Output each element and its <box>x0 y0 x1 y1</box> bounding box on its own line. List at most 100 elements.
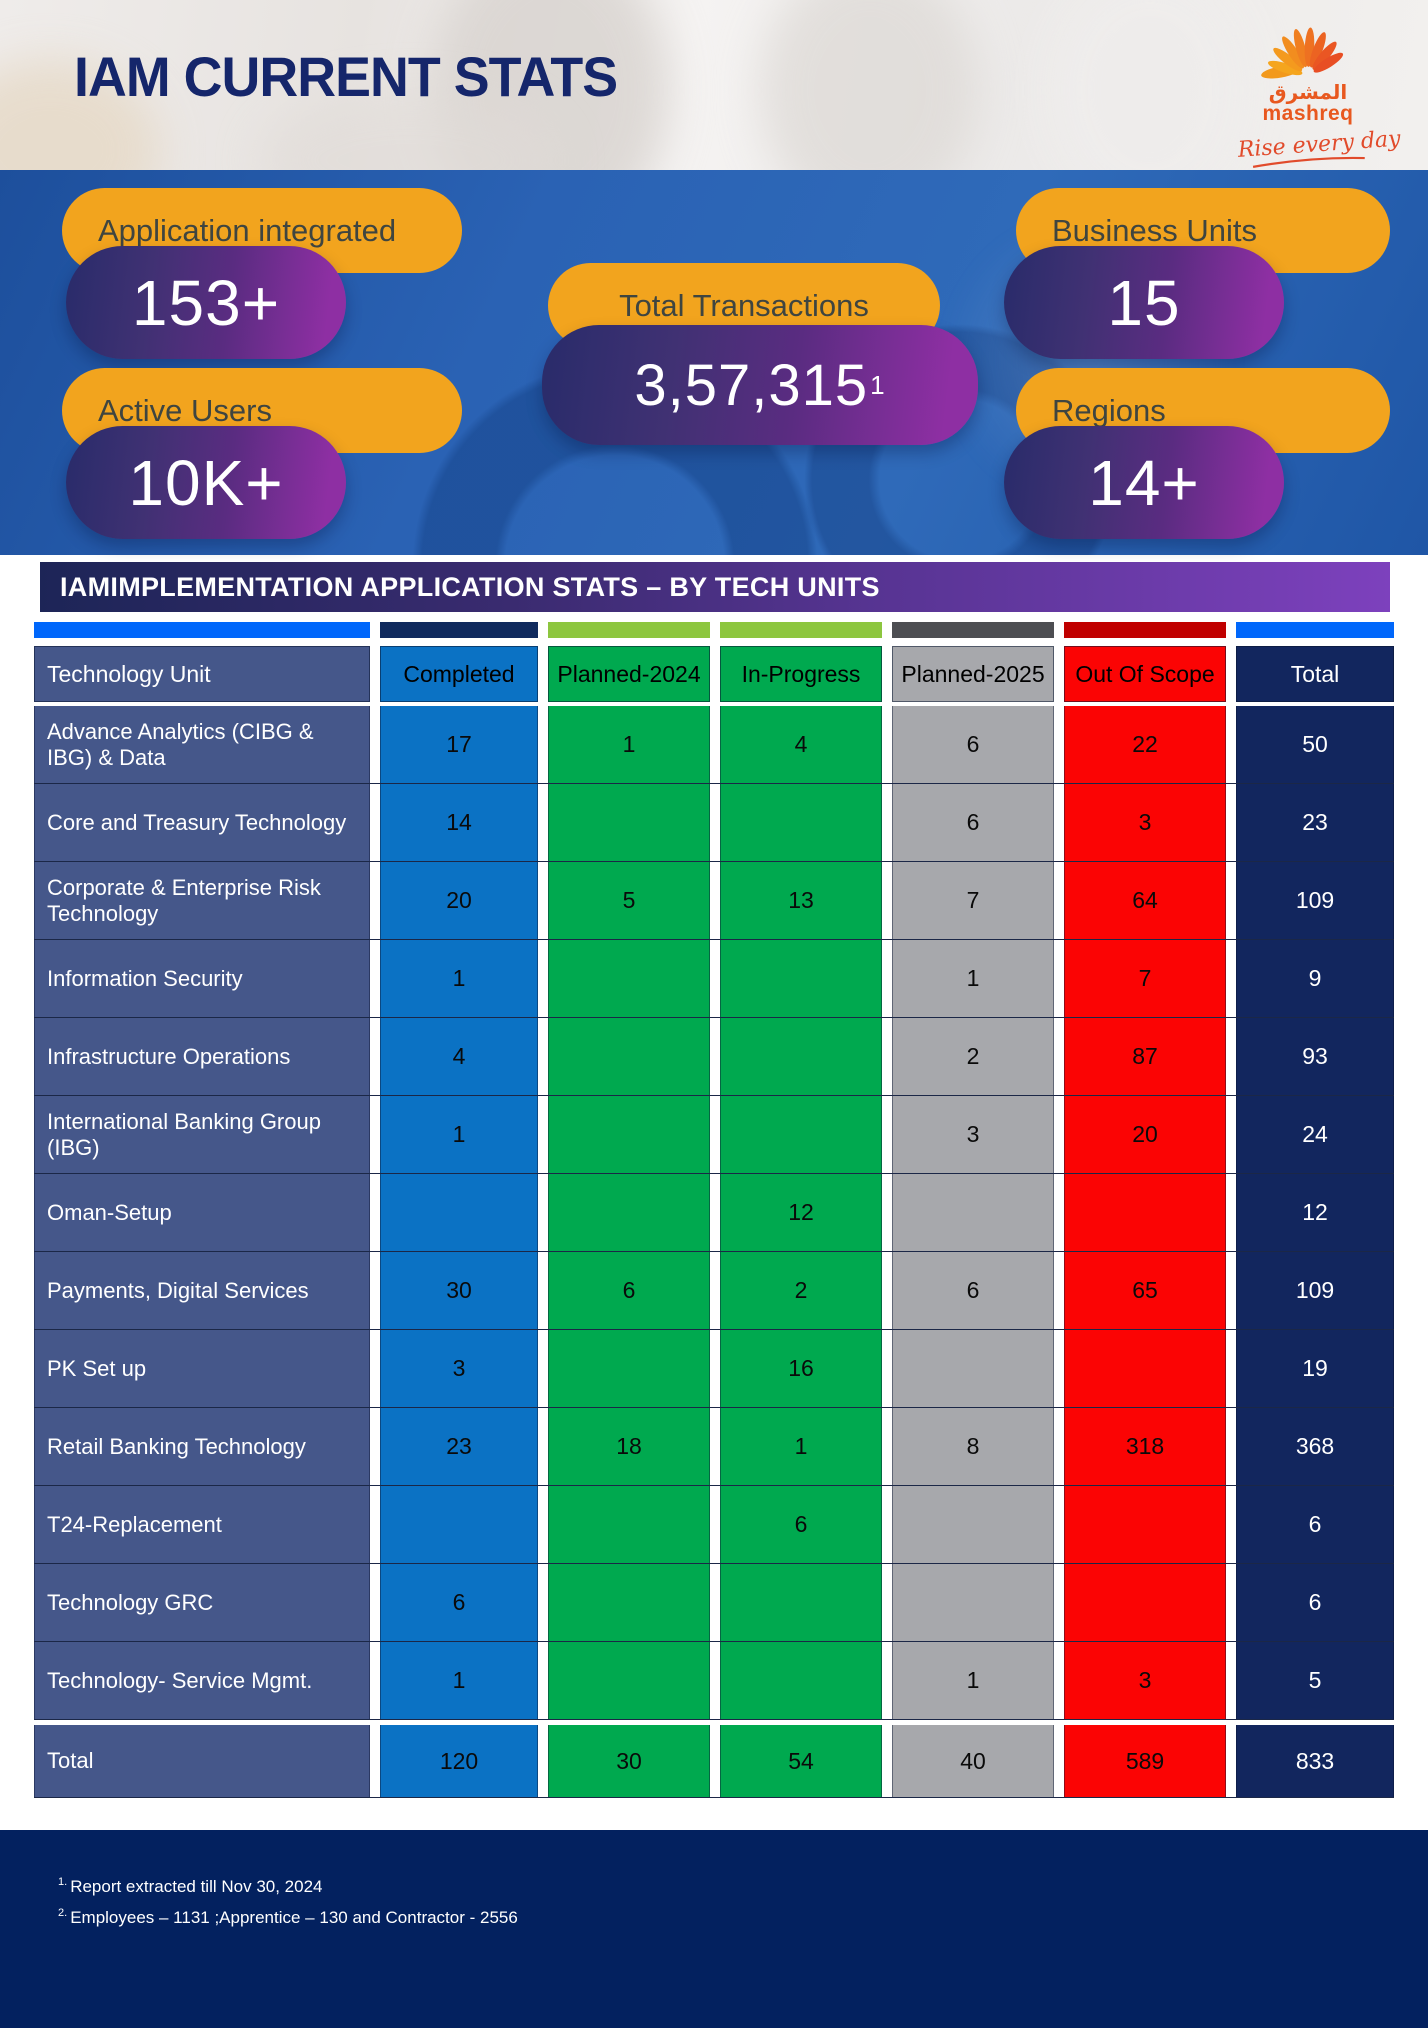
mashreq-sun-icon <box>1261 27 1344 79</box>
row-label: Technology- Service Mgmt. <box>34 1642 370 1719</box>
row-cell: 6 <box>1236 1564 1394 1641</box>
row-cell: 109 <box>1236 862 1394 939</box>
row-cell: 2 <box>720 1252 882 1329</box>
row-cell: 12 <box>1236 1174 1394 1251</box>
row-cell: 22 <box>1064 706 1226 783</box>
mashreq-arabic-wordmark: المشرق <box>1268 80 1348 104</box>
row-cell: 19 <box>1236 1330 1394 1407</box>
mashreq-logo: المشرق mashreq Rise every day <box>1237 24 1401 169</box>
row-cell: 65 <box>1064 1252 1226 1329</box>
row-cell: 3 <box>892 1096 1054 1173</box>
table-row: Payments, Digital Services 30 6 2 6 65 109 <box>34 1252 1394 1330</box>
row-cell <box>548 1564 710 1641</box>
total-completed: 120 <box>380 1725 538 1797</box>
row-cell <box>1064 1330 1226 1407</box>
table-row: Technology GRC 6 6 <box>34 1564 1394 1642</box>
row-cell <box>548 784 710 861</box>
row-cell: 1 <box>548 706 710 783</box>
row-cell: 20 <box>380 862 538 939</box>
column-header-technology-unit: Technology Unit <box>34 646 370 702</box>
row-cell: 1 <box>892 940 1054 1017</box>
footnote-line: 1. Report extracted till Nov 30, 2024 <box>58 1876 323 1896</box>
business-units-value: 15 <box>1004 246 1284 359</box>
row-cell: 3 <box>1064 1642 1226 1719</box>
table-row: PK Set up 3 16 19 <box>34 1330 1394 1408</box>
row-cell <box>1064 1564 1226 1641</box>
strip-technology-unit <box>34 622 370 638</box>
row-cell: 20 <box>1064 1096 1226 1173</box>
row-cell: 3 <box>380 1330 538 1407</box>
total-planned-2024: 30 <box>548 1725 710 1797</box>
total-in-progress: 54 <box>720 1725 882 1797</box>
row-cell <box>892 1174 1054 1251</box>
row-cell: 1 <box>380 1096 538 1173</box>
row-cell <box>548 1642 710 1719</box>
mashreq-wordmark: mashreq <box>1262 102 1354 125</box>
row-cell <box>892 1486 1054 1563</box>
column-color-strips <box>34 622 1394 638</box>
total-row-label: Total <box>34 1725 370 1797</box>
row-cell <box>548 1330 710 1407</box>
table-row: Retail Banking Technology 23 18 1 8 318 368 <box>34 1408 1394 1486</box>
row-cell <box>380 1486 538 1563</box>
table-row: Infrastructure Operations 4 2 87 93 <box>34 1018 1394 1096</box>
tagline-swoosh <box>1252 156 1365 169</box>
footnote-line: 2. Employees – 1131 ;Apprentice – 130 and… <box>58 1906 518 1927</box>
row-label: International Banking Group (IBG) <box>34 1096 370 1173</box>
page-title: IAM CURRENT STATS <box>74 45 618 108</box>
footnotes: 1. Report extracted till Nov 30, 2024 2. E… <box>58 1872 518 1933</box>
photo-blur-blob <box>760 0 980 170</box>
row-label: Corporate & Enterprise Risk Technology <box>34 862 370 939</box>
column-header-in-progress: In-Progress <box>720 646 882 702</box>
row-cell: 5 <box>1236 1642 1394 1719</box>
row-cell: 6 <box>892 784 1054 861</box>
row-cell: 6 <box>892 1252 1054 1329</box>
row-cell <box>720 1642 882 1719</box>
row-cell: 1 <box>892 1642 1054 1719</box>
row-cell <box>548 1096 710 1173</box>
strip-in-progress <box>720 622 882 638</box>
row-cell: 368 <box>1236 1408 1394 1485</box>
header-photo-background <box>0 0 1428 170</box>
row-cell <box>892 1330 1054 1407</box>
row-cell: 4 <box>720 706 882 783</box>
table-row: Technology- Service Mgmt. 1 1 3 5 <box>34 1642 1394 1720</box>
row-cell: 6 <box>720 1486 882 1563</box>
table-title-bar: IAMIMPLEMENTATION APPLICATION STATS – BY… <box>40 562 1390 612</box>
row-cell: 5 <box>548 862 710 939</box>
active-users-value: 10K+ <box>66 426 346 539</box>
row-cell: 7 <box>1064 940 1226 1017</box>
row-cell: 109 <box>1236 1252 1394 1329</box>
row-cell: 9 <box>1236 940 1394 1017</box>
row-cell: 87 <box>1064 1018 1226 1095</box>
row-cell: 1 <box>380 940 538 1017</box>
table-row: Advance Analytics (CIBG & IBG) & Data 17 1… <box>34 706 1394 784</box>
column-header-out-of-scope: Out Of Scope <box>1064 646 1226 702</box>
row-cell <box>720 940 882 1017</box>
row-cell: 6 <box>548 1252 710 1329</box>
row-cell <box>548 1018 710 1095</box>
table-row: Oman-Setup 12 12 <box>34 1174 1394 1252</box>
table-header-row: Technology Unit Completed Planned-2024 I… <box>34 646 1394 702</box>
total-transactions-value: 3,57,315 1 <box>542 325 978 445</box>
row-cell: 6 <box>892 706 1054 783</box>
row-cell <box>548 940 710 1017</box>
row-cell: 4 <box>380 1018 538 1095</box>
row-cell: 1 <box>380 1642 538 1719</box>
column-header-total: Total <box>1236 646 1394 702</box>
row-cell <box>548 1174 710 1251</box>
table-row: Information Security 1 1 7 9 <box>34 940 1394 1018</box>
row-cell: 12 <box>720 1174 882 1251</box>
strip-planned-2025 <box>892 622 1054 638</box>
total-total: 833 <box>1236 1725 1394 1797</box>
row-cell: 13 <box>720 862 882 939</box>
row-label: Advance Analytics (CIBG & IBG) & Data <box>34 706 370 783</box>
row-cell: 6 <box>380 1564 538 1641</box>
row-cell: 7 <box>892 862 1054 939</box>
row-cell <box>1064 1174 1226 1251</box>
strip-total <box>1236 622 1394 638</box>
table-row: T24-Replacement 6 6 <box>34 1486 1394 1564</box>
row-label: Core and Treasury Technology <box>34 784 370 861</box>
total-planned-2025: 40 <box>892 1725 1054 1797</box>
row-cell <box>720 1564 882 1641</box>
